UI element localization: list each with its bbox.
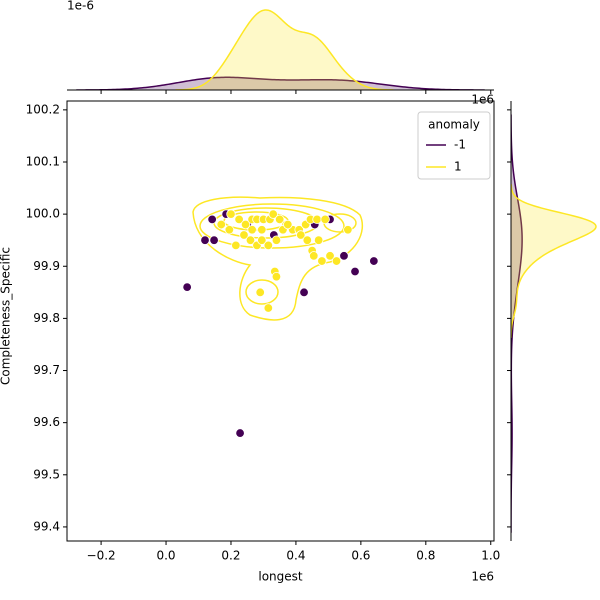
point xyxy=(268,209,278,219)
y-tick-label: 99.7 xyxy=(33,363,60,377)
y-tick-label: 99.4 xyxy=(33,519,60,533)
point xyxy=(231,240,241,251)
y-tick-label: 100.0 xyxy=(26,207,60,221)
point xyxy=(320,214,330,225)
point xyxy=(263,240,274,251)
point xyxy=(317,256,327,266)
legend-label: -1 xyxy=(454,138,466,152)
y-tick-label: 100.2 xyxy=(26,102,60,116)
point xyxy=(200,235,210,245)
point xyxy=(339,251,349,261)
x-tick-label: 0.4 xyxy=(286,549,305,563)
y-tick-label: 100.1 xyxy=(26,154,60,168)
point xyxy=(302,235,312,245)
x-offset-label: 1e6 xyxy=(471,570,494,584)
marginal-kde xyxy=(76,76,485,90)
point xyxy=(239,230,249,240)
point xyxy=(296,230,306,240)
marginal-kde xyxy=(175,9,394,90)
y-tick-label: 99.8 xyxy=(33,311,60,325)
point xyxy=(274,214,285,225)
legend-label: 1 xyxy=(454,160,462,174)
point xyxy=(247,225,257,235)
point xyxy=(255,287,265,298)
point xyxy=(224,225,235,235)
marginal-kde-fill xyxy=(76,77,485,90)
right-offset-label: 1e6 xyxy=(471,93,494,107)
marginal-kde-fill xyxy=(511,184,596,338)
y-axis-label: Completeness_Specific xyxy=(0,247,13,385)
marginal-kde xyxy=(511,184,597,338)
contour xyxy=(245,279,279,305)
contour xyxy=(192,196,364,321)
legend-title: anomaly xyxy=(428,118,480,132)
point xyxy=(312,214,322,225)
point xyxy=(235,428,245,438)
x-tick-label: −0.2 xyxy=(87,549,116,563)
point xyxy=(325,251,335,261)
point xyxy=(299,287,309,298)
point xyxy=(263,303,274,313)
x-axis-label: longest xyxy=(258,570,303,584)
point xyxy=(182,282,192,292)
point xyxy=(209,235,219,245)
x-tick-label: 0.6 xyxy=(351,549,370,563)
marginal-kde-fill xyxy=(511,114,523,533)
point xyxy=(271,235,282,245)
point xyxy=(257,235,267,245)
point xyxy=(331,256,342,266)
point xyxy=(257,225,267,235)
x-tick-label: 0.2 xyxy=(221,549,240,563)
point xyxy=(240,219,251,230)
point xyxy=(283,219,293,230)
x-tick-label: 0.0 xyxy=(156,549,175,563)
marginal-kde-fill xyxy=(175,10,394,90)
point xyxy=(313,235,324,245)
x-tick-label: 0.8 xyxy=(416,549,435,563)
point xyxy=(309,251,319,261)
point xyxy=(369,256,379,266)
y-tick-label: 99.9 xyxy=(33,259,60,273)
point xyxy=(350,266,360,277)
point xyxy=(271,271,282,282)
legend-box xyxy=(417,111,491,180)
point xyxy=(216,219,226,230)
y-tick-label: 99.5 xyxy=(33,467,60,481)
top-offset-label: 1e-6 xyxy=(67,0,94,13)
x-tick-label: 1.0 xyxy=(481,549,500,563)
marginal-kde xyxy=(511,114,523,533)
axes-frame xyxy=(66,100,495,542)
point xyxy=(343,225,353,235)
point xyxy=(226,209,236,219)
point xyxy=(207,214,217,225)
point xyxy=(245,235,256,245)
point xyxy=(234,214,244,225)
y-tick-label: 99.6 xyxy=(33,415,60,429)
